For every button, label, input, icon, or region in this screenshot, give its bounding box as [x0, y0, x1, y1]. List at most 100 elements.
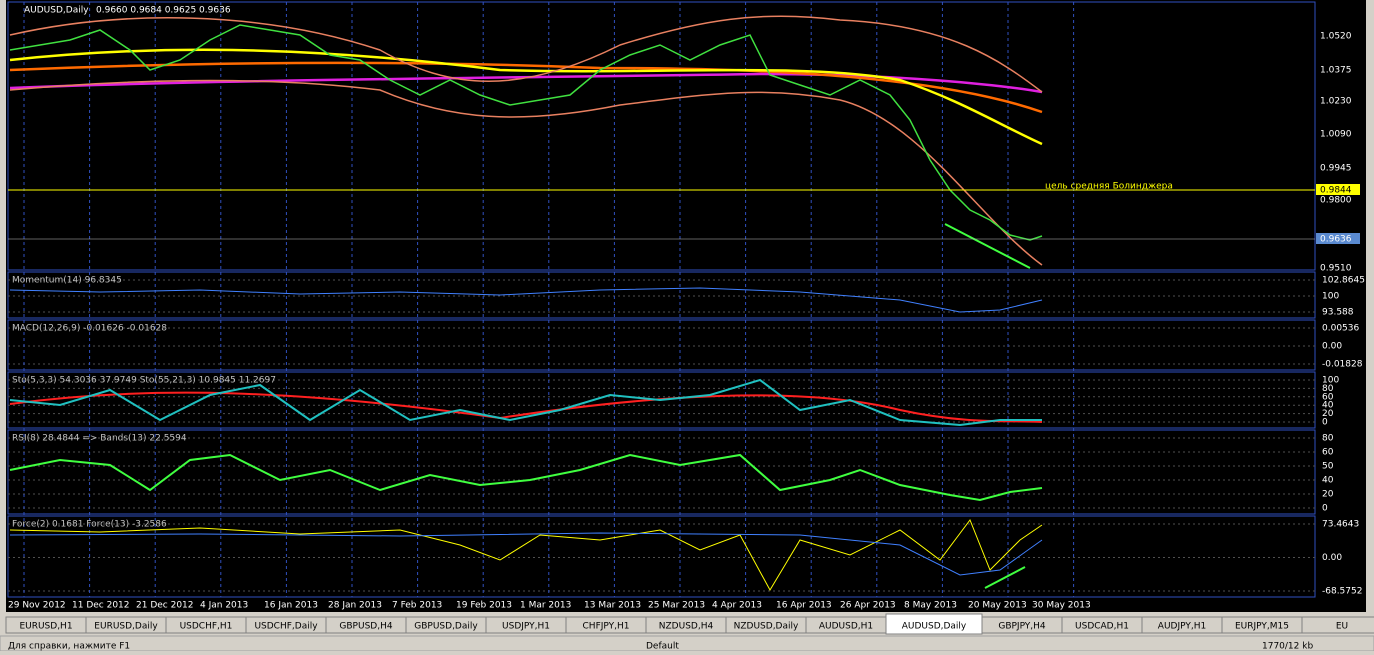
- panel-frame: [7, 429, 1316, 515]
- tab-label[interactable]: CHFJPY,H1: [583, 622, 630, 632]
- trend-line: [944, 223, 1031, 269]
- bollinger-lower: [9, 79, 1043, 266]
- status-profile: Default: [646, 642, 679, 652]
- tab-label[interactable]: USDCHF,H1: [180, 622, 233, 632]
- target-price-box: [1316, 184, 1360, 195]
- stochastic-slow: [9, 391, 1043, 423]
- tab-label[interactable]: NZDUSD,H4: [659, 622, 714, 632]
- date-label: 30 May 2013: [1032, 601, 1091, 611]
- stochastic-fast: [9, 378, 1042, 427]
- panel-frame: [7, 515, 1316, 598]
- indicator-label: Momentum(14) 96.8345: [12, 276, 122, 286]
- target-price: 0.9844: [1320, 186, 1352, 196]
- status-help: Для справки, нажмите F1: [8, 642, 130, 652]
- current-price: 0.9636: [1320, 235, 1352, 245]
- tab[interactable]: [1301, 616, 1374, 634]
- indicator-label: Sto(5,3,3) 54.3036 37.9749 Sto(55,21,3) …: [12, 376, 276, 386]
- indicator-axis-label: 60: [1322, 448, 1334, 458]
- force-slow: [9, 532, 1043, 576]
- indicator-axis-label: 80: [1322, 434, 1334, 444]
- date-label: 19 Feb 2013: [456, 601, 512, 611]
- date-label: 29 Nov 2012: [8, 601, 66, 611]
- chart-background: [6, 0, 1366, 612]
- momentum-line: [9, 287, 1043, 313]
- date-label: 26 Apr 2013: [840, 601, 896, 611]
- symbol: AUDUSD,Daily: [24, 6, 89, 16]
- indicator-axis-label: 60: [1322, 392, 1334, 402]
- date-label: 1 Mar 2013: [520, 601, 571, 611]
- price-axis-label: 1.0375: [1320, 66, 1352, 76]
- indicator-axis-label: 0.00: [1322, 553, 1342, 563]
- date-label: 28 Jan 2013: [328, 601, 382, 611]
- indicator-axis-label: 100: [1322, 376, 1339, 386]
- ma-orange: [9, 61, 1043, 114]
- tab-label[interactable]: GBPUSD,Daily: [414, 622, 478, 632]
- tab-label[interactable]: EU: [1336, 622, 1348, 632]
- price-axis-label: 1.0520: [1320, 32, 1352, 42]
- tab-label[interactable]: USDJPY,H1: [502, 622, 550, 632]
- indicator-axis-label: 0: [1322, 418, 1328, 428]
- ma-magenta: [9, 72, 1043, 94]
- indicator-axis-label: 80: [1322, 384, 1334, 394]
- tab-label[interactable]: AUDUSD,H1: [819, 622, 873, 632]
- indicator-axis-label: 40: [1322, 401, 1334, 411]
- date-label: 4 Jan 2013: [200, 601, 248, 611]
- price-axis-label: 0.9800: [1320, 196, 1352, 206]
- tab-label[interactable]: GBPUSD,H4: [339, 622, 392, 632]
- tab-label[interactable]: NZDUSD,Daily: [734, 622, 799, 632]
- status-traffic: 1770/12 kb: [1262, 642, 1313, 652]
- current-price-box: [1316, 233, 1360, 244]
- price-axis-label: 0.9510: [1320, 264, 1352, 274]
- date-label: 25 Mar 2013: [648, 601, 705, 611]
- indicator-axis-label: 73.4643: [1322, 520, 1359, 530]
- force-fast: [9, 518, 1043, 592]
- tab-label[interactable]: USDCHF,Daily: [254, 622, 318, 632]
- tab-label[interactable]: AUDUSD,Daily: [902, 622, 967, 632]
- panel-frame: [7, 371, 1316, 429]
- date-label: 11 Dec 2012: [72, 601, 130, 611]
- force-trend-line: [984, 566, 1026, 589]
- indicator-axis-label: 0: [1322, 504, 1328, 514]
- tab-label[interactable]: EURJPY,M15: [1235, 622, 1289, 632]
- rsi-line: [9, 453, 1043, 502]
- indicator-axis-label: -0.01828: [1322, 360, 1363, 370]
- indicator-axis-label: 93.588: [1322, 308, 1354, 318]
- bollinger-upper: [9, 15, 1043, 93]
- tab-label[interactable]: EURUSD,H1: [19, 622, 72, 632]
- indicator-axis-label: 0.00536: [1322, 324, 1359, 334]
- indicator-axis-label: 50: [1322, 462, 1334, 472]
- ma-yellow: [9, 48, 1043, 146]
- price-axis-label: 0.9945: [1320, 164, 1352, 174]
- date-label: 16 Jan 2013: [264, 601, 318, 611]
- indicator-axis-label: 40: [1322, 476, 1334, 486]
- indicator-axis-label: 100: [1322, 292, 1339, 302]
- indicator-axis-label: 20: [1322, 409, 1334, 419]
- panel-frame: [7, 319, 1316, 371]
- date-label: 13 Mar 2013: [584, 601, 641, 611]
- date-label: 21 Dec 2012: [136, 601, 194, 611]
- price-axis-label: 1.0090: [1320, 130, 1352, 140]
- status-bar: [0, 635, 1374, 652]
- indicator-axis-label: 20: [1322, 490, 1334, 500]
- indicator-label: Force(2) 0.1681 Force(13) -3.2586: [12, 520, 167, 530]
- ohlc: 0.9660 0.9684 0.9625 0.9636: [96, 6, 231, 16]
- date-label: 8 May 2013: [904, 601, 957, 611]
- indicator-axis-label: -68.5752: [1322, 587, 1362, 597]
- price-axis-label: 1.0230: [1320, 97, 1352, 107]
- annotation: цель средняя Болинджера: [1045, 182, 1173, 192]
- panel-frame: [7, 271, 1316, 319]
- price-line: [9, 24, 1043, 241]
- date-label: 4 Apr 2013: [712, 601, 762, 611]
- panel-frame: [7, 1, 1316, 271]
- indicator-axis-label: 102.8645: [1322, 276, 1365, 286]
- indicator-axis-label: 0.00: [1322, 342, 1342, 352]
- date-label: 16 Apr 2013: [776, 601, 832, 611]
- indicator-label: MACD(12,26,9) -0.01626 -0.01628: [12, 324, 167, 334]
- date-label: 20 May 2013: [968, 601, 1027, 611]
- tab-label[interactable]: USDCAD,H1: [1075, 622, 1129, 632]
- tab-label[interactable]: GBPJPY,H4: [998, 622, 1046, 632]
- tab-label[interactable]: AUDJPY,H1: [1158, 622, 1206, 632]
- date-label: 7 Feb 2013: [392, 601, 442, 611]
- tab-label[interactable]: EURUSD,Daily: [94, 622, 158, 632]
